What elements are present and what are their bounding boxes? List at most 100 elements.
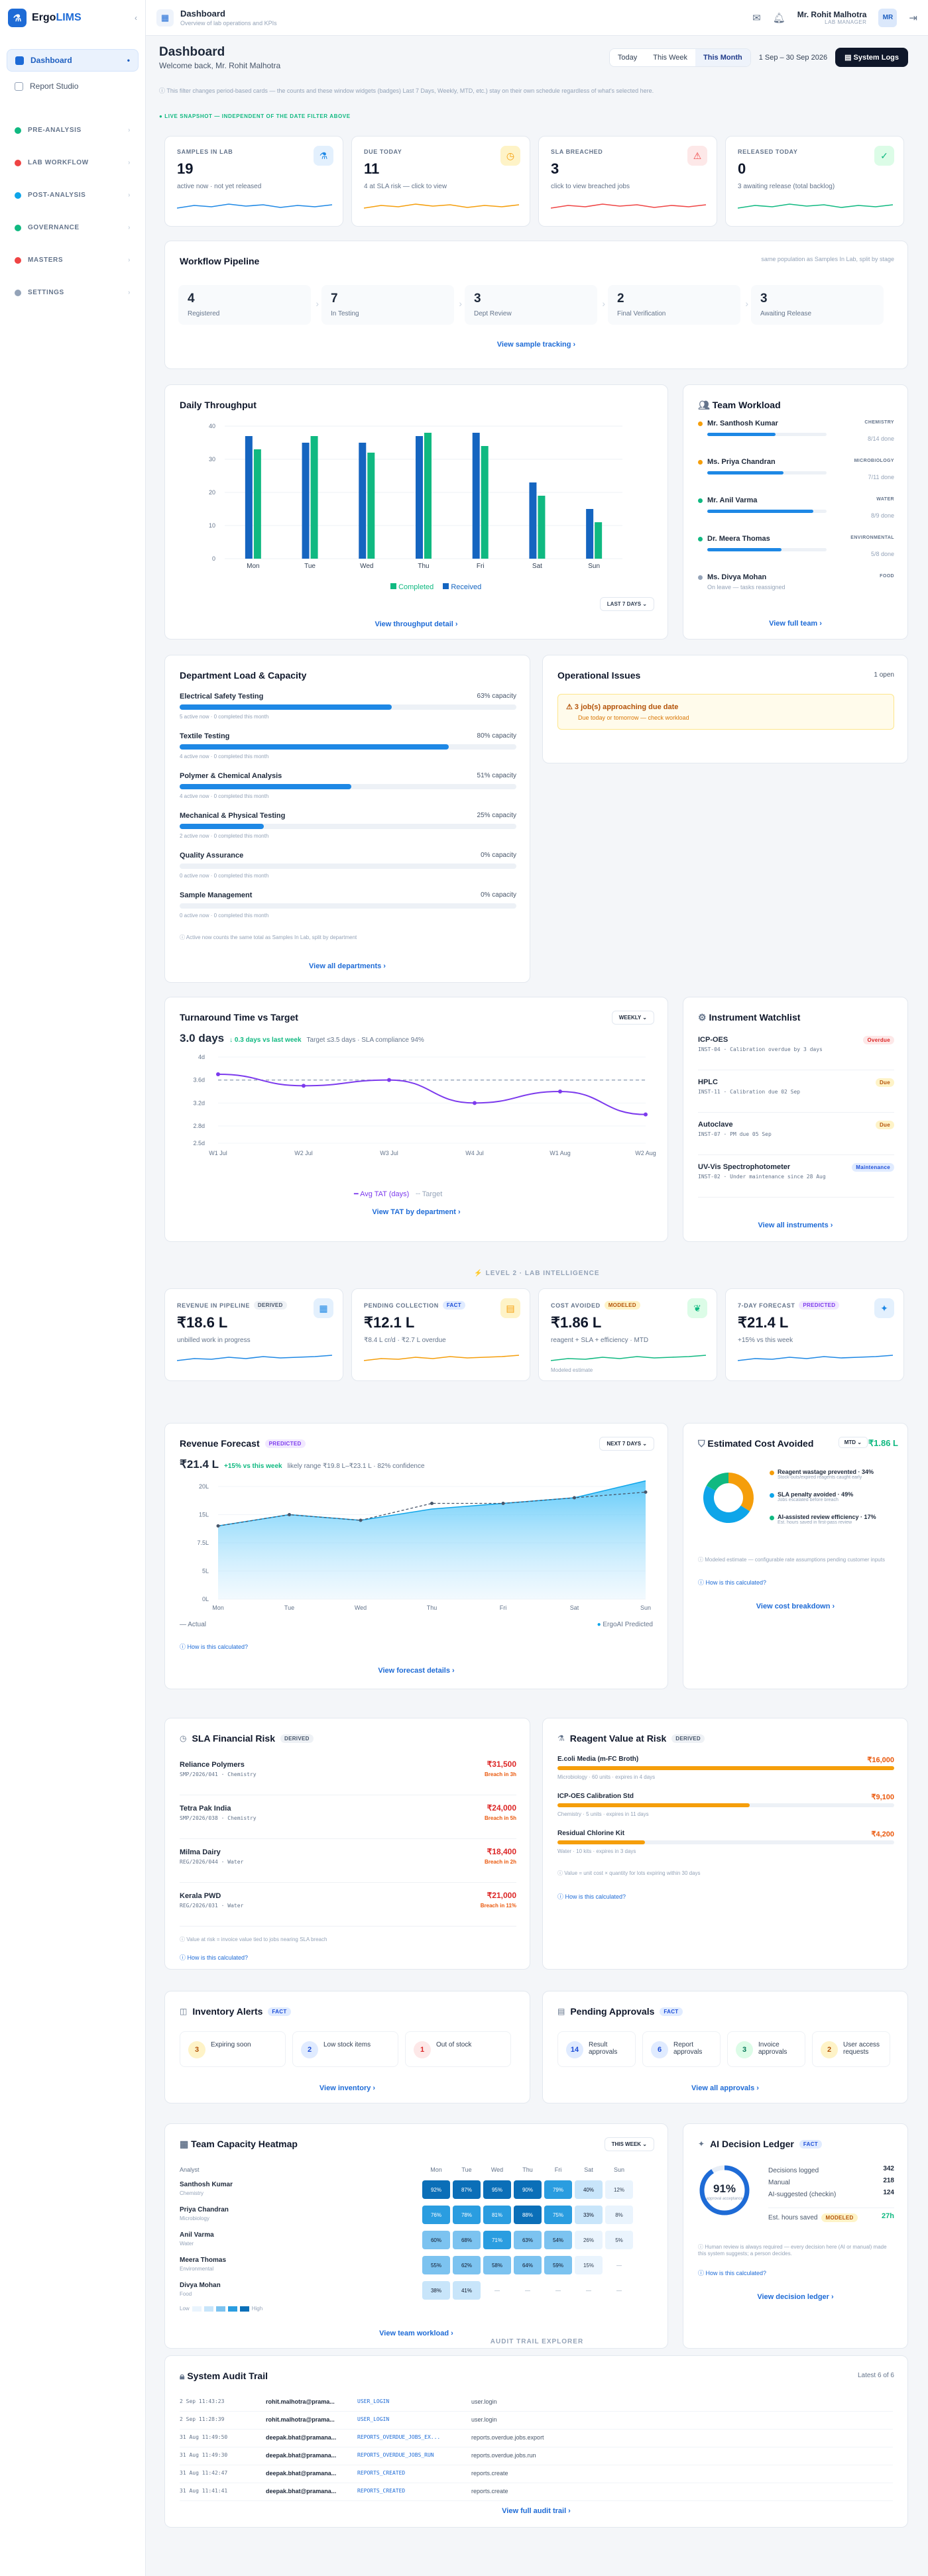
heatmap-cell[interactable]: 41% xyxy=(453,2281,481,2300)
department-row[interactable]: Electrical Safety Testing 63% capacity 5 a… xyxy=(180,693,516,726)
sla-how-link[interactable]: ⓘ How is this calculated? xyxy=(180,1954,249,1961)
instrument-row[interactable]: Autoclave INST-07 · PM due 05 Sep Due xyxy=(698,1118,894,1155)
audit-row[interactable]: 31 Aug 11:49:30 deepak.bhat@pramana... REP… xyxy=(180,2448,893,2465)
sidebar-item-dashboard[interactable]: Dashboard • xyxy=(7,49,139,72)
view-full-audit-link[interactable]: View full audit trail › xyxy=(502,2507,571,2515)
pipeline-stage[interactable]: 4 Registered › xyxy=(178,285,319,325)
workload-row[interactable]: Dr. Meera Thomas ENVIRONMENTAL 5/8 done xyxy=(698,535,894,568)
sidebar-section-settings[interactable]: SETTINGS › xyxy=(7,276,139,309)
department-row[interactable]: Quality Assurance 0% capacity 0 active now… xyxy=(180,852,516,885)
kpi-card[interactable]: RELEASED TODAY 0 3 awaiting release (total… xyxy=(725,136,904,227)
kpi-card[interactable]: SLA BREACHED 3 click to view breached jobs… xyxy=(538,136,717,227)
audit-row[interactable]: 2 Sep 11:28:39 rohit.malhotra@prama... USE… xyxy=(180,2412,893,2430)
view-all-instruments-link[interactable]: View all instruments › xyxy=(758,1221,833,1229)
heatmap-cell[interactable]: 15% xyxy=(575,2256,603,2274)
summary-tile[interactable]: 3 Expiring soon xyxy=(180,2031,286,2067)
kpi-card[interactable]: COST AVOIDED MODELED ₹1.86 L reagent + SLA … xyxy=(538,1288,717,1381)
heatmap-cell[interactable]: 81% xyxy=(483,2206,511,2224)
sla-risk-row[interactable]: Tetra Pak India SMP/2026/038 · Chemistry ₹… xyxy=(180,1801,516,1839)
heatmap-cell[interactable]: — xyxy=(514,2281,542,2300)
heatmap-range-select[interactable]: THIS WEEK ⌄ xyxy=(604,2137,654,2151)
sidebar-section-post-analysis[interactable]: POST-ANALYSIS › xyxy=(7,179,139,211)
heatmap-cell[interactable]: 55% xyxy=(422,2256,450,2274)
sidebar-section-lab-workflow[interactable]: LAB WORKFLOW › xyxy=(7,146,139,179)
workload-row[interactable]: Ms. Divya Mohan FOOD On leave — tasks reas… xyxy=(698,573,894,606)
heatmap-cell[interactable]: 8% xyxy=(605,2206,633,2224)
view-all-departments-link[interactable]: View all departments › xyxy=(309,962,386,970)
view-all-approvals-link[interactable]: View all approvals › xyxy=(691,2084,759,2092)
department-row[interactable]: Textile Testing 80% capacity 4 active now … xyxy=(180,732,516,765)
range-select[interactable]: LAST 7 DAYS ⌄ xyxy=(599,597,654,611)
kpi-card[interactable]: REVENUE IN PIPELINE DERIVED ₹18.6 L unbille… xyxy=(164,1288,343,1381)
summary-tile[interactable]: 14 Result approvals xyxy=(557,2031,636,2067)
instrument-row[interactable]: HPLC INST-11 · Calibration due 02 Sep Due xyxy=(698,1076,894,1113)
logout-icon[interactable]: ⇥ xyxy=(909,12,917,24)
summary-tile[interactable]: 3 Invoice approvals xyxy=(727,2031,805,2067)
heatmap-cell[interactable]: 12% xyxy=(605,2180,633,2199)
workload-row[interactable]: Mr. Anil Varma WATER 8/9 done xyxy=(698,496,894,530)
heatmap-cell[interactable]: — xyxy=(483,2281,511,2300)
reagent-row[interactable]: ICP-OES Calibration Std ₹9,100 Chemistry ·… xyxy=(557,1793,894,1826)
filter-today[interactable]: Today xyxy=(617,53,638,62)
heatmap-cell[interactable]: — xyxy=(544,2281,572,2300)
department-row[interactable]: Sample Management 0% capacity 0 active now… xyxy=(180,891,516,924)
avatar[interactable]: MR xyxy=(878,8,898,27)
chat-icon[interactable]: ✉ xyxy=(752,12,761,24)
view-inventory-link[interactable]: View inventory › xyxy=(319,2084,376,2092)
heatmap-cell[interactable]: 95% xyxy=(483,2180,511,2199)
heatmap-cell[interactable]: 68% xyxy=(453,2231,481,2249)
heatmap-cell[interactable]: 40% xyxy=(575,2180,603,2199)
heatmap-cell[interactable]: 63% xyxy=(514,2231,542,2249)
heatmap-cell[interactable]: 58% xyxy=(483,2256,511,2274)
heatmap-cell[interactable]: 38% xyxy=(422,2281,450,2300)
heatmap-cell[interactable]: 62% xyxy=(453,2256,481,2274)
sidebar-section-governance[interactable]: GOVERNANCE › xyxy=(7,211,139,244)
heatmap-cell[interactable]: 88% xyxy=(514,2206,542,2224)
heatmap-cell[interactable]: 90% xyxy=(514,2180,542,2199)
audit-row[interactable]: 31 Aug 11:49:50 deepak.bhat@pramana... REP… xyxy=(180,2430,893,2447)
heatmap-cell[interactable]: 33% xyxy=(575,2206,603,2224)
sidebar-section-masters[interactable]: MASTERS › xyxy=(7,244,139,276)
view-cost-breakdown-link[interactable]: View cost breakdown › xyxy=(756,1602,835,1610)
kpi-card[interactable]: PENDING COLLECTION FACT ₹12.1 L ₹8.4 L cr/d… xyxy=(351,1288,530,1381)
pipeline-stage[interactable]: 7 In Testing › xyxy=(321,285,462,325)
cost-period-select[interactable]: MTD ⌄ xyxy=(838,1437,868,1448)
heatmap-cell[interactable]: 76% xyxy=(422,2206,450,2224)
heatmap-cell[interactable]: 87% xyxy=(453,2180,481,2199)
instrument-row[interactable]: UV-Vis Spectrophotometer INST-02 · Under … xyxy=(698,1160,894,1198)
date-range[interactable]: 1 Sep – 30 Sep 2026 xyxy=(758,53,828,62)
heatmap-cell[interactable]: — xyxy=(605,2281,633,2300)
heatmap-cell[interactable]: 64% xyxy=(514,2256,542,2274)
view-throughput-link[interactable]: View throughput detail › xyxy=(375,620,458,628)
summary-tile[interactable]: 1 Out of stock xyxy=(405,2031,511,2067)
bell-icon[interactable]: 🔔︎ xyxy=(772,12,785,24)
reagent-how-link[interactable]: ⓘ How is this calculated? xyxy=(557,1893,626,1900)
heatmap-cell[interactable]: 5% xyxy=(605,2231,633,2249)
heatmap-cell[interactable]: 71% xyxy=(483,2231,511,2249)
sla-risk-row[interactable]: Kerala PWD REG/2026/031 · Water ₹21,000 Bre… xyxy=(180,1888,516,1927)
tat-range-select[interactable]: WEEKLY ⌄ xyxy=(611,1011,654,1025)
audit-row[interactable]: 31 Aug 11:42:47 deepak.bhat@pramana... REP… xyxy=(180,2466,893,2483)
workload-row[interactable]: Mr. Santhosh Kumar CHEMISTRY 8/14 done xyxy=(698,420,894,453)
audit-row[interactable]: 2 Sep 11:43:23 rohit.malhotra@prama... USE… xyxy=(180,2394,893,2412)
instrument-row[interactable]: ICP-OES INST-04 · Calibration overdue by … xyxy=(698,1033,894,1070)
pipeline-stage[interactable]: 2 Final Verification › xyxy=(608,285,748,325)
view-forecast-link[interactable]: View forecast details › xyxy=(378,1667,455,1675)
filter-this-month[interactable]: This Month xyxy=(695,48,750,66)
heatmap-cell[interactable]: 92% xyxy=(422,2180,450,2199)
kpi-card[interactable]: 7-DAY FORECAST PREDICTED ₹21.4 L +15% vs th… xyxy=(725,1288,904,1381)
view-full-team-link[interactable]: View full team › xyxy=(769,620,822,628)
view-team-workload-link[interactable]: View team workload › xyxy=(379,2329,453,2337)
sla-risk-row[interactable]: Milma Dairy REG/2026/044 · Water ₹18,400 Br… xyxy=(180,1844,516,1883)
heatmap-cell[interactable]: 26% xyxy=(575,2231,603,2249)
heatmap-cell[interactable]: — xyxy=(605,2256,633,2274)
summary-tile[interactable]: 2 Low stock items xyxy=(292,2031,398,2067)
view-tat-link[interactable]: View TAT by department › xyxy=(372,1208,461,1216)
heatmap-cell[interactable]: — xyxy=(575,2281,603,2300)
workload-row[interactable]: Ms. Priya Chandran MICROBIOLOGY 7/11 done xyxy=(698,458,894,491)
department-row[interactable]: Polymer & Chemical Analysis 51% capacity 4… xyxy=(180,772,516,805)
department-row[interactable]: Mechanical & Physical Testing 25% capacit… xyxy=(180,812,516,845)
cost-how-link[interactable]: ⓘ How is this calculated? xyxy=(698,1579,767,1586)
pipeline-stage[interactable]: 3 Awaiting Release xyxy=(751,285,884,325)
view-sample-tracking-link[interactable]: View sample tracking › xyxy=(496,341,576,349)
